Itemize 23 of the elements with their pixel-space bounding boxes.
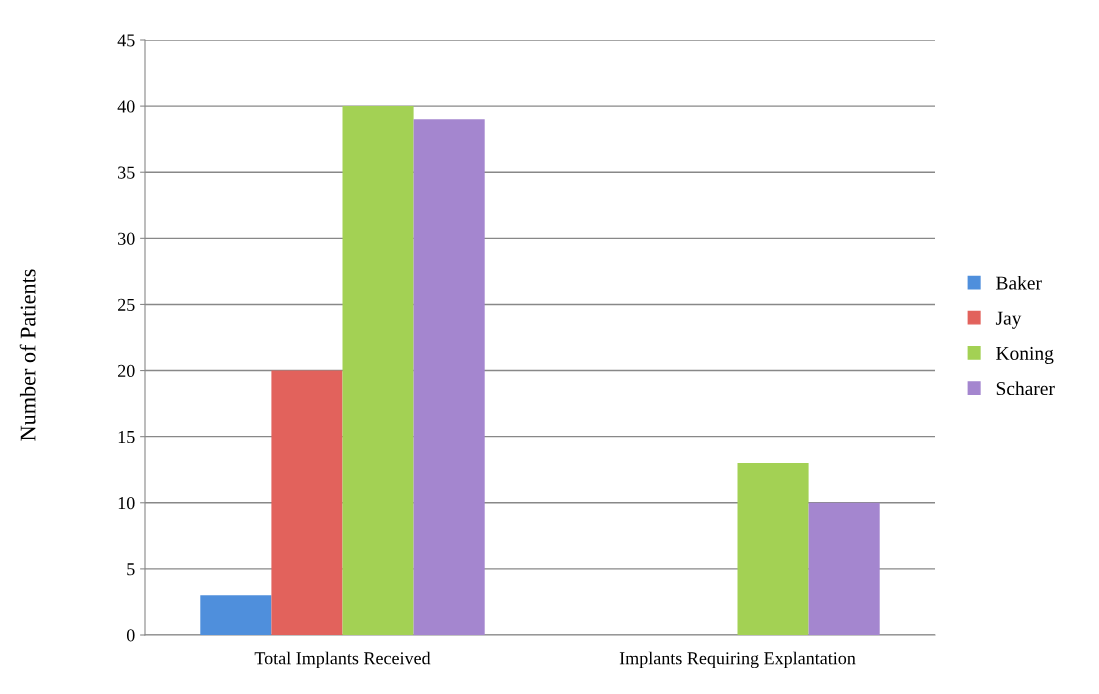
y-tick-label: 45 [117, 34, 135, 47]
bar [737, 463, 809, 635]
bar [342, 106, 414, 635]
bar [413, 119, 485, 635]
y-tick-label: 15 [118, 431, 135, 444]
bar [200, 595, 272, 635]
y-tick-label: 5 [127, 563, 135, 576]
y-tick-label: 40 [117, 100, 135, 113]
y-tick-label: 20 [118, 364, 135, 377]
x-tick-label: Total Implants Received [254, 651, 431, 669]
legend-label: Koning [996, 346, 1054, 364]
x-tick-label: Implants Requiring Explantation [619, 651, 856, 669]
y-axis-title: Number of Patients [19, 269, 36, 441]
y-tick-label: 25 [118, 298, 135, 311]
y-tick-label: 0 [126, 629, 135, 642]
y-tick-label: 10 [118, 497, 135, 510]
bar [808, 502, 880, 635]
legend-label: Scharer [996, 381, 1055, 396]
bar [271, 370, 343, 635]
y-tick-label: 35 [118, 166, 135, 179]
legend-label: Baker [996, 275, 1042, 290]
legend-label: Jay [995, 311, 1022, 329]
y-tick-label: 30 [118, 232, 135, 245]
